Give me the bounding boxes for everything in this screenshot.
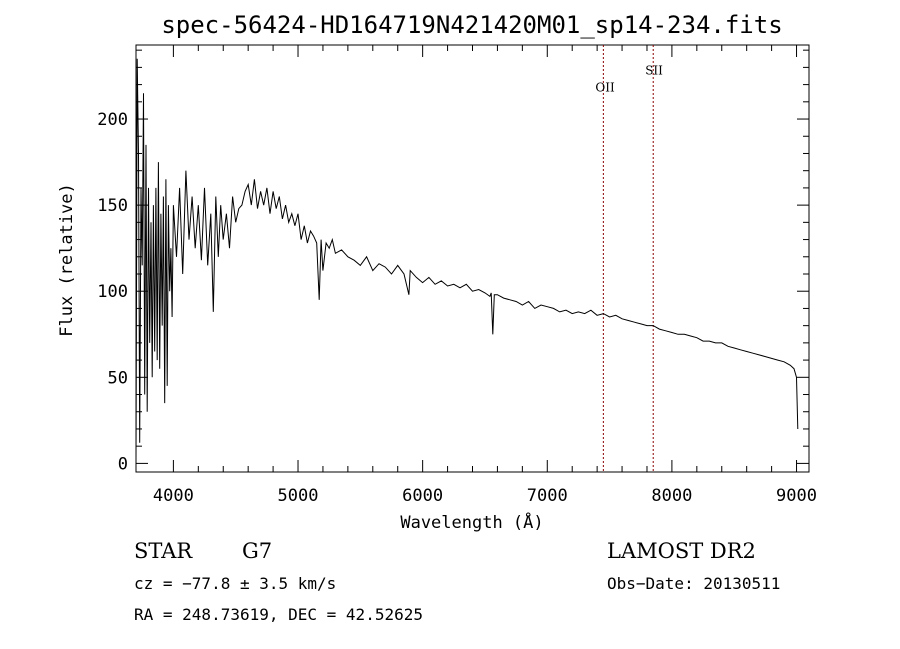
y-tick-label: 200 [97,110,128,130]
y-tick-label: 150 [97,196,128,216]
object-class: STAR [134,539,193,563]
y-axis-label: Flux (relative) [57,183,77,337]
cz-value: cz = −77.8 ± 3.5 km/s [134,574,336,593]
ra-dec: RA = 248.73619, DEC = 42.52625 [134,605,423,624]
y-tick-label: 50 [108,368,128,388]
x-axis-label: Wavelength (Å) [400,511,543,533]
spectrum-line [135,58,799,460]
obs-date: Obs−Date: 20130511 [607,574,780,593]
y-tick-label: 0 [118,454,128,474]
x-tick-label: 7000 [527,486,568,506]
line-marker-label: OII [595,80,615,94]
y-tick-label: 100 [97,282,128,302]
x-tick-label: 8000 [651,486,692,506]
x-axis-ticks: 4000 5000 6000 7000 8000 9000 [153,45,817,506]
x-tick-label: 4000 [153,486,194,506]
line-marker-label: SII [645,63,663,77]
line-markers: OII SII [595,45,663,472]
x-tick-label: 9000 [776,486,817,506]
object-subclass: G7 [242,539,272,563]
survey-name: LAMOST DR2 [607,539,756,563]
plot-frame [135,44,810,473]
x-tick-label: 5000 [278,486,319,506]
y-axis-ticks: 0 50 100 150 200 [97,49,809,474]
chart-title: spec-56424-HD164719N421420M01_sp14-234.f… [161,11,782,39]
x-tick-label: 6000 [402,486,443,506]
